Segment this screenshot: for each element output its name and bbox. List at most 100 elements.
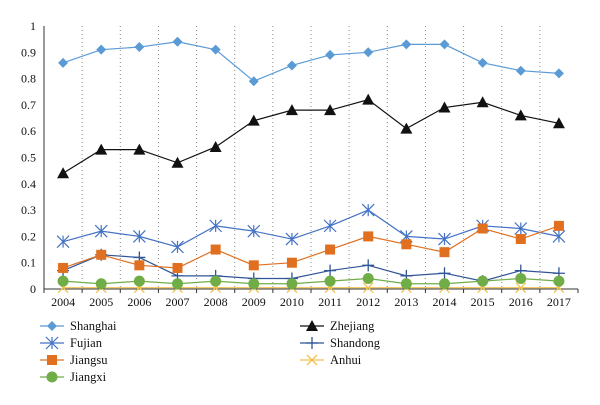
legend-item-shandong: Shandong xyxy=(300,336,381,350)
data-point xyxy=(325,244,336,255)
y-tick-label: 0.4 xyxy=(21,177,36,191)
data-point xyxy=(134,42,145,53)
legend-label: Zhejiang xyxy=(330,319,375,333)
legend: Shanghai Zhejiang Fujian Shandong Jiangsu Anh… xyxy=(40,319,381,384)
legend-marker xyxy=(306,320,318,331)
data-point xyxy=(553,68,564,79)
data-point xyxy=(209,219,223,233)
data-point xyxy=(134,260,145,271)
data-point xyxy=(362,259,375,272)
y-tick-label: 0.8 xyxy=(21,72,36,86)
y-tick-label: 0.9 xyxy=(21,45,36,59)
legend-marker xyxy=(306,354,318,366)
data-point xyxy=(439,247,450,258)
data-point xyxy=(552,229,566,243)
data-point xyxy=(132,229,146,243)
data-point xyxy=(171,240,184,254)
data-point xyxy=(96,249,107,260)
data-point xyxy=(95,143,108,155)
series-line xyxy=(63,277,559,285)
y-tick-label: 0.3 xyxy=(21,203,36,217)
data-point xyxy=(248,278,260,290)
data-point xyxy=(362,93,375,105)
data-point xyxy=(514,222,528,235)
series-line xyxy=(62,98,560,174)
legend-label: Jiangxi xyxy=(70,370,107,384)
data-point xyxy=(324,264,337,277)
series-line xyxy=(62,209,560,248)
data-point xyxy=(477,57,488,68)
series-jiangxi xyxy=(57,272,565,290)
data-point xyxy=(247,224,261,238)
legend-label: Shandong xyxy=(330,336,381,350)
legend-item-fujian: Fujian xyxy=(40,336,103,350)
legend-marker xyxy=(45,336,59,350)
series-line xyxy=(62,41,559,82)
data-point xyxy=(210,275,222,287)
y-tick-label: 0.7 xyxy=(21,98,36,112)
data-point xyxy=(57,275,69,287)
legend-marker xyxy=(46,371,58,383)
data-point xyxy=(515,272,527,284)
data-point xyxy=(286,257,297,268)
data-point xyxy=(323,219,337,233)
data-point xyxy=(172,262,183,273)
data-point xyxy=(514,109,527,121)
x-tick-label: 2015 xyxy=(471,295,495,309)
data-point xyxy=(286,278,298,290)
legend-label: Anhui xyxy=(330,353,362,367)
data-point xyxy=(95,278,107,290)
legend-marker xyxy=(306,337,318,349)
series-shanghai xyxy=(58,36,564,87)
legend-item-shanghai: Shanghai xyxy=(40,319,117,333)
data-point xyxy=(96,44,107,55)
legend-label: Jiangsu xyxy=(70,353,108,367)
y-tick-label: 0.6 xyxy=(21,124,36,138)
data-point xyxy=(400,278,412,290)
data-point xyxy=(362,282,374,294)
data-point xyxy=(324,104,337,116)
data-point xyxy=(438,101,451,113)
x-tick-label: 2017 xyxy=(547,295,571,309)
y-tick-label: 0 xyxy=(30,282,36,296)
x-tick-label: 2009 xyxy=(242,295,266,309)
data-point xyxy=(286,60,297,71)
x-tick-label: 2004 xyxy=(51,295,75,309)
data-point xyxy=(362,272,374,284)
data-point xyxy=(58,57,69,68)
data-point xyxy=(172,36,183,47)
x-tick-label: 2010 xyxy=(280,295,304,309)
data-point xyxy=(210,44,221,55)
data-point xyxy=(58,262,69,273)
data-point xyxy=(438,267,451,280)
x-tick-label: 2006 xyxy=(127,295,151,309)
data-point xyxy=(285,232,299,246)
x-tick-label: 2008 xyxy=(204,295,228,309)
x-tick-label: 2013 xyxy=(394,295,418,309)
data-point xyxy=(94,224,108,238)
data-point xyxy=(133,143,146,155)
y-tick-label: 1 xyxy=(30,19,36,33)
data-point xyxy=(401,39,412,50)
data-point xyxy=(401,239,412,250)
y-tick-label: 0.2 xyxy=(21,229,36,243)
data-point xyxy=(439,39,450,50)
data-point xyxy=(248,260,259,271)
grid-lines xyxy=(81,26,541,289)
data-point xyxy=(361,203,375,217)
legend-label: Shanghai xyxy=(70,319,117,333)
x-tick-label: 2005 xyxy=(89,295,113,309)
x-tick-label: 2007 xyxy=(166,295,190,309)
legend-item-anhui: Anhui xyxy=(300,353,362,367)
legend-item-jiangsu: Jiangsu xyxy=(40,353,108,367)
data-point xyxy=(324,275,336,287)
legend-item-jiangxi: Jiangxi xyxy=(40,370,107,384)
data-point xyxy=(553,220,564,231)
series-line xyxy=(62,225,560,269)
legend-item-zhejiang: Zhejiang xyxy=(300,319,375,333)
data-point xyxy=(363,231,374,242)
data-point xyxy=(477,275,489,287)
series-lines xyxy=(56,36,566,294)
x-tick-label: 2014 xyxy=(433,295,457,309)
